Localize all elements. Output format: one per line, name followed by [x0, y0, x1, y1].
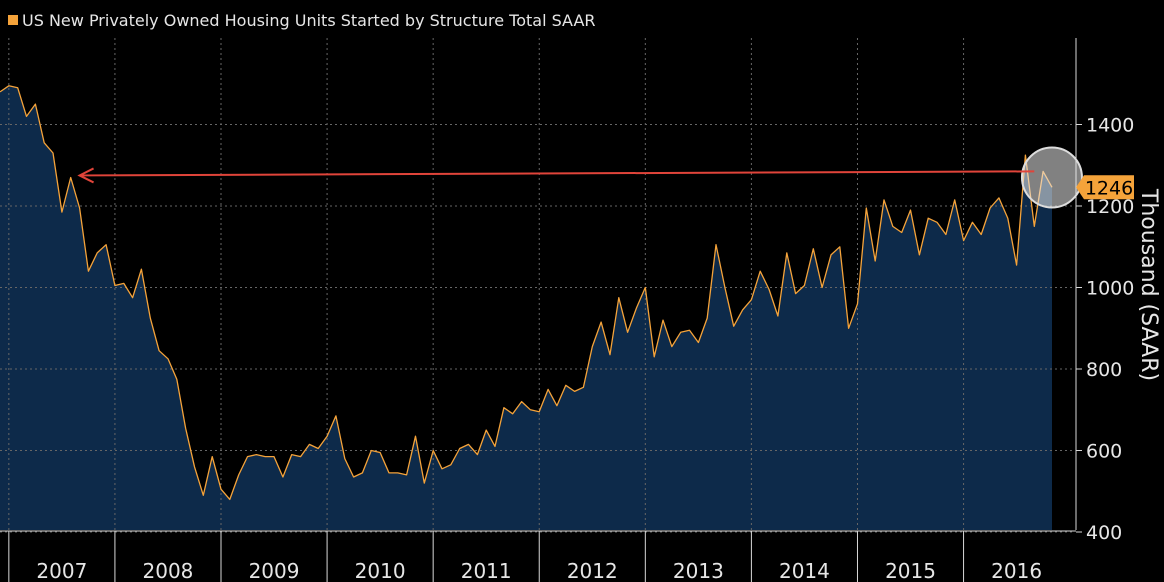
x-tick-label-2014: 2014 — [779, 559, 830, 582]
x-tick-label-2013: 2013 — [673, 559, 724, 582]
series-area — [0, 85, 1052, 531]
y-tick-label-400: 400 — [1086, 522, 1122, 544]
last-value-tag-bg — [1076, 175, 1134, 200]
x-tick-label-2010: 2010 — [355, 559, 406, 582]
y-tick-label-800: 800 — [1086, 359, 1122, 381]
chart-legend: US New Privately Owned Housing Units Sta… — [8, 8, 596, 32]
x-tick-label-2007: 2007 — [36, 559, 87, 582]
annotation-arrow-shaft — [79, 170, 1035, 177]
x-tick-label-2011: 2011 — [461, 559, 512, 582]
series-line — [0, 85, 1053, 501]
last-value-label: 1246 — [1085, 177, 1133, 199]
last-value-tag: 1246 — [1076, 175, 1134, 200]
y-tick-label-600: 600 — [1086, 441, 1122, 463]
x-tick-label-2012: 2012 — [567, 559, 618, 582]
highlight-circle — [1020, 146, 1083, 209]
annotation-arrow-head — [77, 167, 95, 184]
y-tick-label-1000: 1000 — [1086, 278, 1134, 300]
y-tick-label-1400: 1400 — [1086, 115, 1134, 137]
legend-label: US New Privately Owned Housing Units Sta… — [22, 10, 596, 30]
x-tick-label-2009: 2009 — [249, 559, 300, 582]
legend-swatch — [8, 15, 18, 25]
x-tick-label-2008: 2008 — [143, 559, 194, 582]
x-tick-label-2015: 2015 — [885, 559, 936, 582]
y-axis-title: Thousand (SAAR) — [1136, 188, 1161, 381]
y-tick-label-1200: 1200 — [1086, 196, 1134, 218]
x-tick-label-2016: 2016 — [991, 559, 1042, 582]
